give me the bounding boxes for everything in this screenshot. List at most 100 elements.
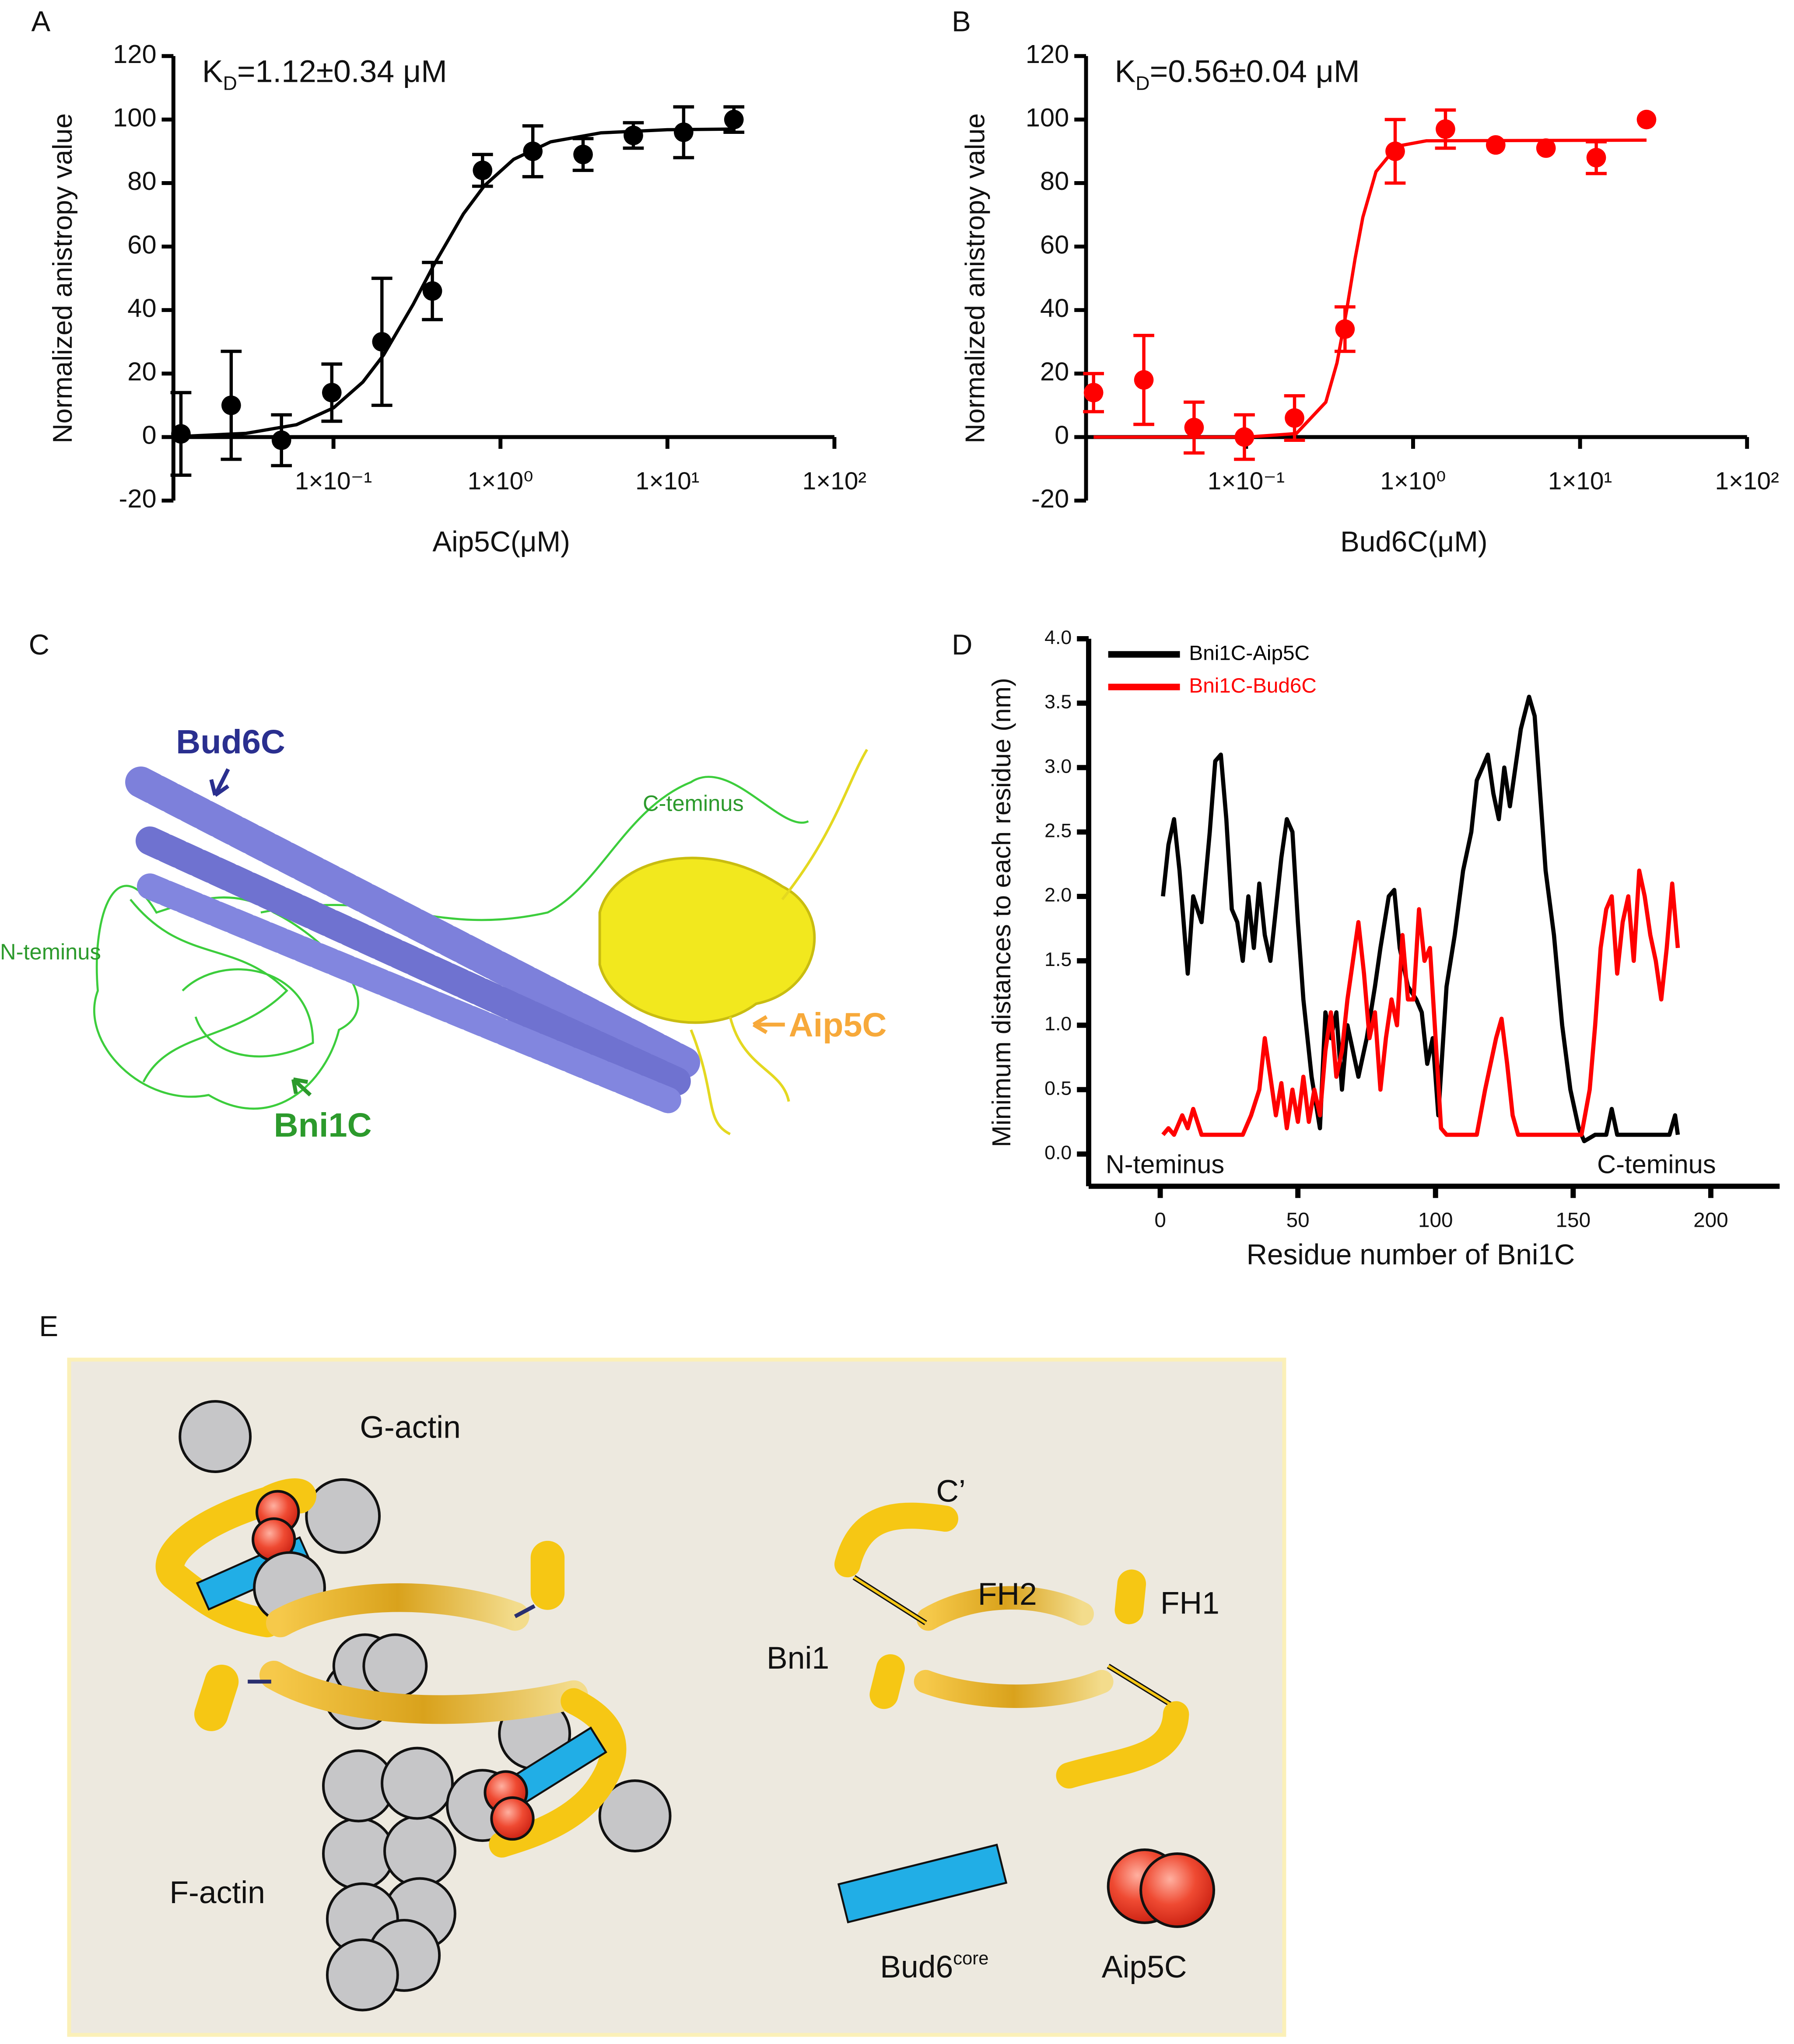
model-label: C’ (936, 1474, 966, 1508)
annotation-part: K (1115, 54, 1136, 89)
y-tick-label: 20 (127, 357, 156, 386)
x-axis-label: Bud6C(μM) (1340, 525, 1487, 557)
model-label: Bud6 (880, 1950, 953, 1984)
data-point (1536, 138, 1556, 158)
bni1c-chain (93, 776, 809, 1110)
model-label-sup: core (953, 1948, 988, 1968)
linker (248, 1604, 536, 1684)
model-label: Aip5C (1102, 1950, 1187, 1984)
y-tick-label: 100 (113, 103, 156, 132)
bni1-arm (1056, 1701, 1189, 1789)
panel-label: D (952, 629, 972, 661)
fh2-ring (266, 1583, 529, 1638)
fh1 (869, 1654, 905, 1709)
y-tick-label: 3.5 (1044, 691, 1072, 713)
x-tick-label: 1×10¹ (635, 467, 699, 494)
data-point (624, 126, 643, 145)
y-tick-label: 1.0 (1044, 1013, 1072, 1035)
data-point (1234, 427, 1254, 447)
model-diagram (67, 1358, 1286, 2037)
x-axis-label: Aip5C(μM) (432, 525, 570, 557)
y-tick-label: 4.0 (1044, 627, 1072, 648)
annotation: KD=0.56±0.04 μM (1115, 54, 1360, 94)
y-axis-label: Normalized anistropy value (960, 113, 991, 444)
structure-label: Aip5C (789, 1006, 887, 1044)
data-point (473, 161, 493, 180)
data-point (1184, 417, 1204, 438)
y-tick-label: 0.5 (1044, 1078, 1072, 1099)
x-tick-label: 1×10⁻¹ (1208, 467, 1285, 494)
model-label: Bud6core (880, 1948, 988, 1984)
y-axis-label: Minimum distances to each residue (nm) (987, 678, 1016, 1147)
y-tick-label: 40 (1040, 293, 1069, 322)
data-point (322, 383, 342, 402)
data-point (1083, 383, 1104, 402)
annotation: N-teminus (1106, 1150, 1224, 1179)
data-point (422, 281, 442, 301)
fh1 (1114, 1569, 1146, 1624)
x-tick-label: 1×10⁰ (468, 467, 533, 494)
data-point (724, 109, 744, 130)
linker (853, 1576, 1177, 1709)
fh2-ring (259, 1661, 588, 1724)
panel-label: B (952, 6, 971, 38)
y-tick-label: 80 (127, 166, 156, 196)
model-label: Bni1 (767, 1641, 829, 1676)
data-point (1486, 135, 1506, 155)
x-tick-label: 1×10⁻¹ (295, 467, 372, 494)
structure-label: Bud6C (176, 723, 285, 761)
structure-label: N-teminus (0, 939, 101, 964)
annotation-part: D (1135, 73, 1149, 94)
data-line (1161, 694, 1680, 1144)
aip5c-sphere (490, 1796, 535, 1841)
annotation-part: K (202, 54, 223, 89)
y-tick-label: 40 (127, 293, 156, 322)
annotation-part: =0.56±0.04 μM (1150, 54, 1360, 89)
model-background (67, 1358, 1286, 2037)
model-label: FH1 (1160, 1586, 1219, 1621)
panel-label: C (29, 629, 49, 661)
annotation-part: D (223, 73, 237, 94)
x-tick-label: 100 (1418, 1208, 1453, 1232)
y-tick-label: 2.0 (1044, 885, 1072, 906)
data-line (1161, 868, 1680, 1137)
structure-label: Bni1C (274, 1106, 372, 1144)
y-tick-label: 60 (1040, 230, 1069, 259)
data-point (271, 430, 291, 450)
panel-label: E (39, 1310, 58, 1342)
fit-curve (1093, 138, 1647, 439)
y-tick-label: 2.5 (1044, 820, 1072, 841)
x-tick-label: 50 (1286, 1208, 1310, 1232)
panel-label: A (32, 6, 51, 38)
model-label: F-actin (169, 1875, 265, 1910)
annotation-part: =1.12±0.34 μM (237, 54, 447, 89)
fit-curve (181, 127, 734, 438)
data-point (1335, 319, 1355, 339)
annotation: C-teminus (1597, 1150, 1716, 1179)
data-point (674, 122, 694, 142)
structure-label: C-teminus (643, 791, 744, 816)
bni1-arm (155, 1484, 288, 1638)
model-label: FH2 (978, 1577, 1037, 1612)
y-tick-label: 20 (1040, 357, 1069, 386)
annotation: KD=1.12±0.34 μM (202, 54, 447, 94)
arrow (209, 768, 230, 797)
data-point (1436, 119, 1455, 139)
bud6c-helix (137, 873, 685, 1115)
x-tick-label: 1×10¹ (1548, 467, 1612, 494)
legend-label: Bni1C-Aip5C (1189, 641, 1309, 665)
arrow (291, 1077, 312, 1097)
y-tick-label: 80 (1040, 166, 1069, 196)
aip5c-sphere (1139, 1852, 1216, 1928)
data-point (573, 144, 593, 164)
y-tick-label: 0.0 (1044, 1142, 1072, 1164)
fh1 (194, 1664, 239, 1731)
x-axis-label: Residue number of Bni1C (1247, 1239, 1575, 1270)
y-tick-label: 100 (1026, 103, 1069, 132)
arrow (752, 1015, 785, 1034)
bud6-core (837, 1844, 1008, 1924)
aip5c-chain (690, 749, 869, 1135)
bni1-arm (834, 1502, 959, 1578)
